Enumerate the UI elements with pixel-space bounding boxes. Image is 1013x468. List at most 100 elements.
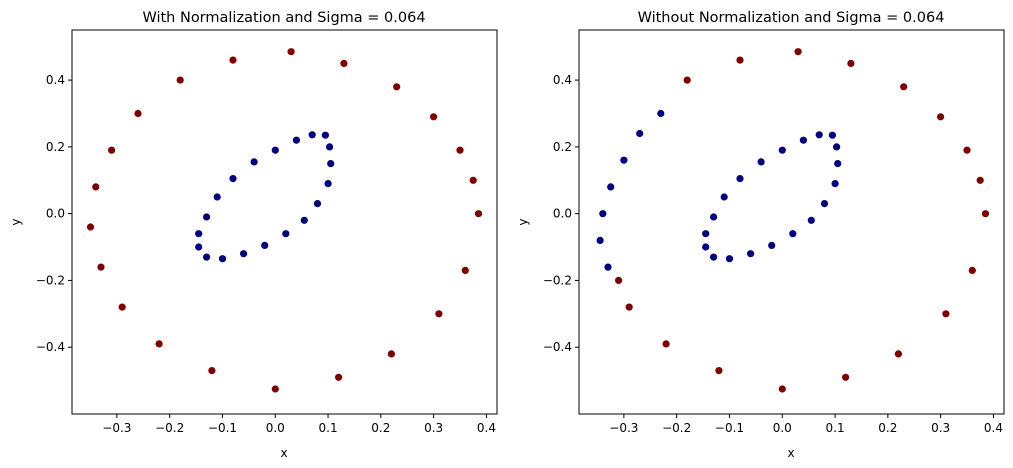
left-y-axis-label: y: [9, 218, 23, 225]
left-series-1-point-5: [340, 59, 348, 67]
right-series-0-point-12: [747, 250, 755, 258]
right-series-1-point-16: [942, 310, 950, 318]
left-series-1-point-16: [208, 367, 216, 375]
right-series-0-point-25: [596, 236, 604, 244]
left-x-tick-label-2: −0.1: [208, 421, 237, 435]
left-series-0-point-13: [261, 241, 269, 249]
left-series-1-point-13: [97, 263, 105, 271]
left-x-tick-label-4: 0.1: [319, 421, 338, 435]
right-series-0-point-18: [834, 160, 842, 168]
right-series-0-point-17: [831, 180, 839, 188]
right-series-0-point-10: [710, 253, 718, 261]
left-series-0-point-18: [327, 160, 335, 168]
left-series-1-point-2: [456, 146, 464, 154]
right-y-tick-label-1: −0.2: [543, 273, 572, 287]
right-series-0-point-22: [620, 156, 628, 164]
right-series-1-point-11: [662, 340, 670, 348]
right-y-tick-label-4: 0.4: [553, 73, 572, 87]
right-x-tick-label-3: 0.0: [773, 421, 792, 435]
right-series-1-point-2: [963, 146, 971, 154]
right-plot-frame: [578, 29, 1005, 415]
right-x-tick-label-6: 0.3: [931, 421, 950, 435]
right-series-1-point-1: [976, 176, 984, 184]
right-series-1-point-17: [968, 266, 976, 274]
left-series-0-point-3: [271, 146, 279, 154]
right-series-0-point-11: [725, 255, 734, 263]
left-series-1-point-4: [393, 83, 401, 91]
left-x-tick-label-1: −0.2: [155, 421, 184, 435]
left-x-tick-label-6: 0.3: [424, 421, 443, 435]
right-series-1-point-9: [615, 276, 623, 284]
left-x-tick-label-0: −0.3: [102, 421, 131, 435]
right-series-0-point-8: [702, 230, 710, 238]
left-series-1-point-21: [461, 266, 469, 274]
left-series-0-point-15: [300, 216, 308, 224]
right-series-0-point-24: [599, 210, 607, 218]
left-series-1-point-19: [387, 350, 395, 358]
left-series-1-point-18: [335, 373, 343, 381]
left-series-0-point-12: [240, 250, 248, 258]
right-x-tick-label-1: −0.2: [662, 421, 691, 435]
right-series-1-point-8: [683, 76, 691, 84]
right-plot-title: Without Normalization and Sigma = 0.064: [638, 10, 945, 26]
right-series-0-point-26: [604, 263, 612, 271]
left-points-layer: [86, 48, 483, 393]
right-series-1-point-15: [894, 350, 903, 358]
right-x-tick-label-0: −0.3: [609, 421, 638, 435]
right-series-0-point-15: [807, 216, 815, 224]
left-x-tick-label-5: 0.2: [371, 421, 390, 435]
left-series-0-point-16: [313, 200, 322, 208]
left-series-1-point-17: [271, 385, 279, 393]
left-series-0-point-6: [213, 193, 221, 201]
right-series-1-point-5: [847, 59, 855, 67]
left-series-0-point-14: [282, 230, 290, 238]
left-y-tick-label-4: 0.4: [46, 73, 65, 87]
right-x-tick-label-7: 0.4: [984, 421, 1003, 435]
right-y-tick-label-3: 0.2: [553, 140, 572, 154]
right-series-1-point-4: [900, 83, 908, 91]
left-series-1-point-12: [86, 223, 95, 231]
left-series-0-point-2: [292, 136, 300, 144]
left-series-0-point-7: [203, 213, 211, 221]
left-series-0-point-19: [326, 143, 334, 151]
left-series-1-point-15: [155, 340, 163, 348]
left-series-0-point-11: [218, 255, 227, 263]
right-series-0-point-1: [815, 131, 823, 139]
right-series-0-point-9: [702, 243, 710, 251]
left-series-1-point-3: [430, 113, 438, 121]
right-series-1-point-0: [981, 210, 990, 218]
left-series-0-point-1: [308, 131, 316, 139]
right-series-0-point-20: [657, 109, 665, 118]
left-y-tick-label-0: −0.4: [36, 340, 65, 354]
left-series-1-point-1: [469, 176, 477, 184]
right-series-0-point-4: [757, 158, 765, 166]
left-series-0-point-17: [324, 180, 332, 188]
right-x-tick-label-2: −0.1: [715, 421, 744, 435]
left-series-1-point-7: [229, 56, 237, 64]
right-y-tick-label-0: −0.4: [543, 340, 572, 354]
right-series-0-point-13: [768, 241, 776, 249]
right-series-1-point-3: [937, 113, 945, 121]
right-series-1-point-12: [715, 367, 723, 375]
right-series-0-point-19: [833, 143, 841, 151]
right-y-axis-label: y: [516, 218, 530, 225]
left-y-tick-label-3: 0.2: [46, 140, 65, 154]
right-series-0-point-6: [720, 193, 728, 201]
left-x-tick-label-3: 0.0: [266, 421, 285, 435]
left-x-axis-label: x: [280, 446, 287, 460]
left-series-1-point-10: [108, 146, 116, 154]
left-series-1-point-8: [176, 76, 184, 84]
left-series-1-point-0: [474, 210, 483, 218]
right-series-0-point-16: [820, 200, 829, 208]
left-series-0-point-9: [195, 243, 203, 251]
right-series-0-point-3: [778, 146, 786, 154]
left-y-tick-label-1: −0.2: [36, 273, 65, 287]
right-series-1-point-6: [794, 48, 802, 56]
right-series-0-point-5: [736, 175, 744, 183]
left-plot-title: With Normalization and Sigma = 0.064: [142, 10, 425, 26]
right-series-0-point-0: [828, 131, 837, 139]
left-series-0-point-4: [250, 158, 258, 166]
right-series-1-point-14: [842, 373, 850, 381]
left-series-1-point-6: [287, 48, 295, 56]
right-points-layer: [596, 48, 990, 393]
